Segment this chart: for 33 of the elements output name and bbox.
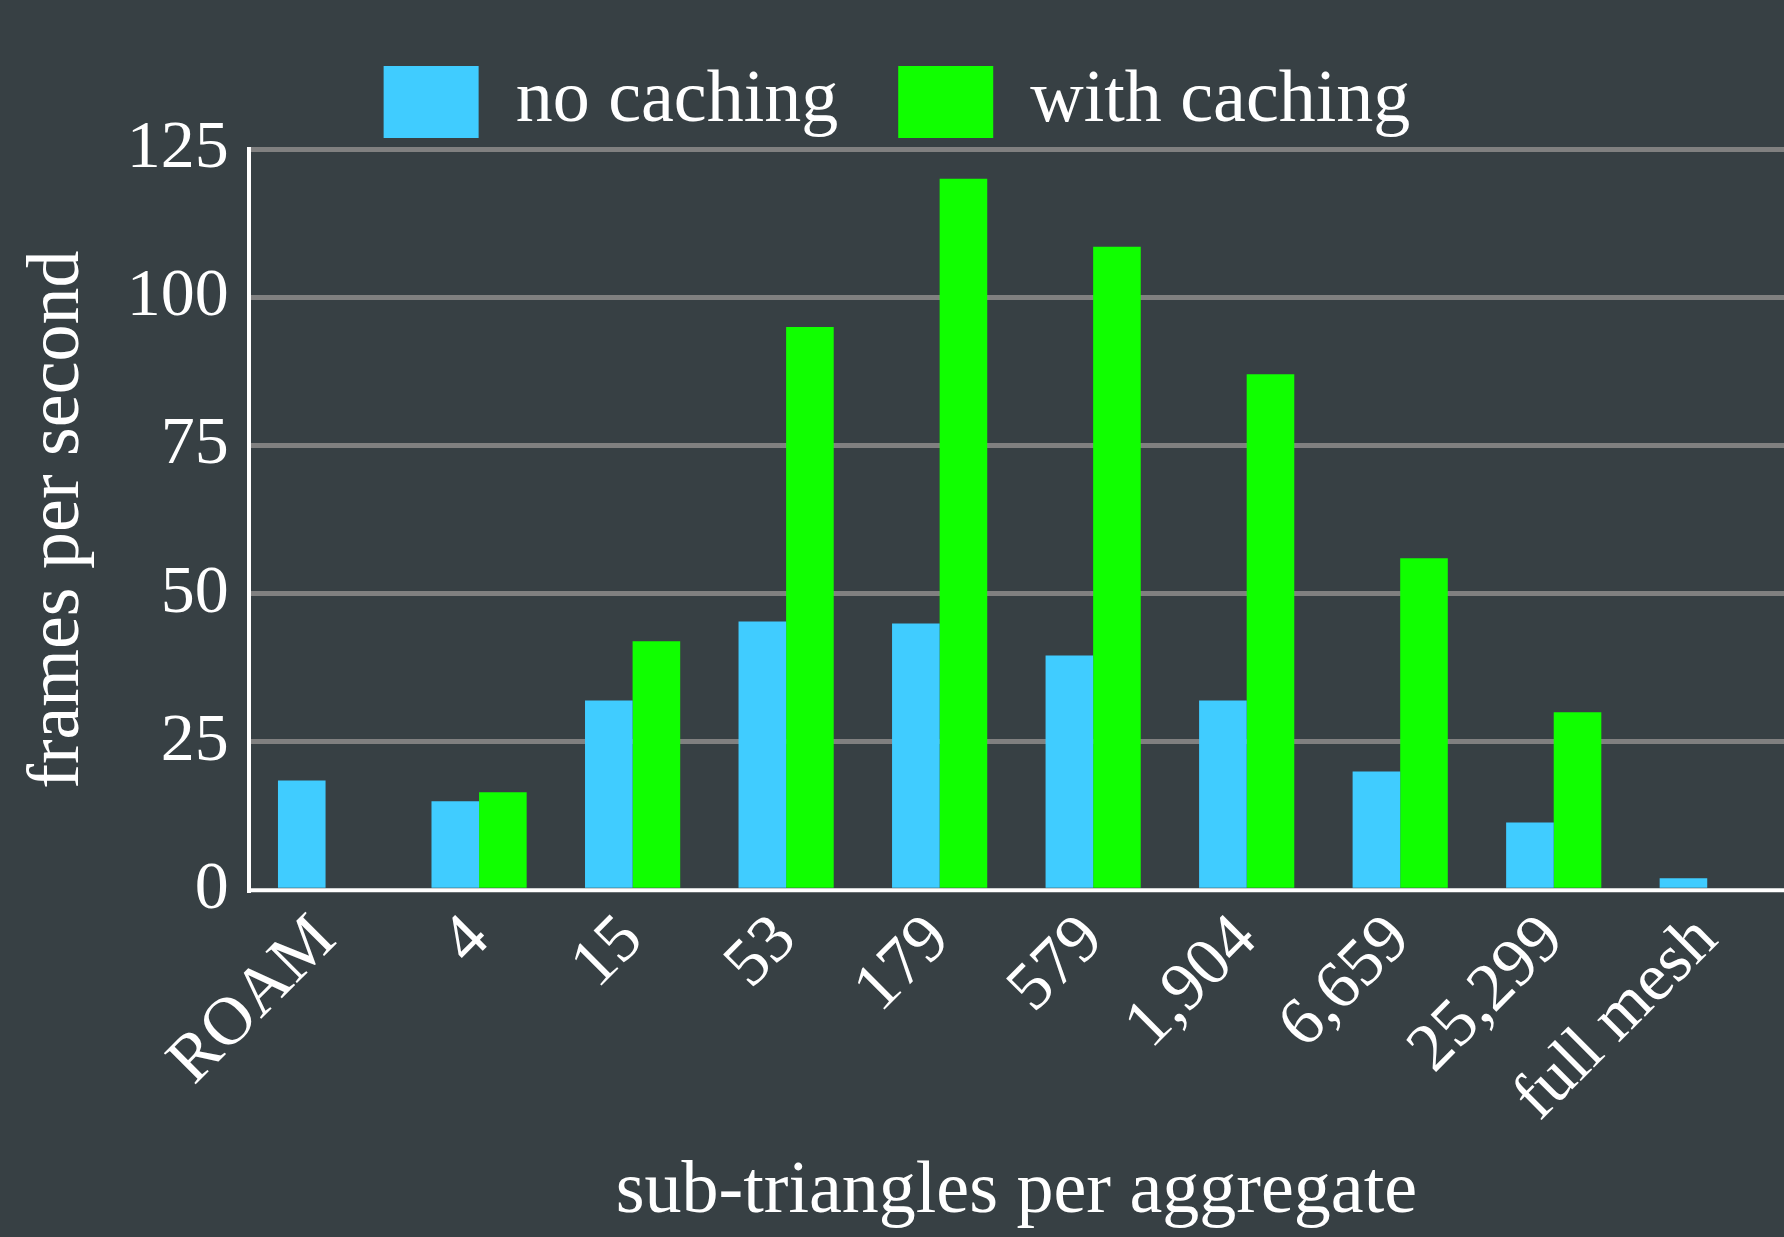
y-tick-label: 0 (194, 847, 229, 924)
legend-label: with caching (1030, 55, 1411, 138)
x-tick-label: 579 (990, 898, 1117, 1025)
y-axis-title: frames per second (11, 250, 94, 789)
bar (1093, 246, 1141, 888)
bar (1246, 374, 1295, 888)
x-tick-label: 4 (424, 898, 503, 977)
bar (1045, 655, 1094, 888)
y-tick-label: 50 (160, 550, 229, 627)
bar (277, 780, 326, 888)
bar (479, 792, 527, 888)
bar (1400, 558, 1448, 888)
bar (1352, 771, 1401, 888)
bar (431, 801, 480, 888)
y-tick-label: 100 (126, 254, 229, 331)
bar (738, 621, 787, 888)
bar (1199, 700, 1247, 888)
bar (632, 641, 681, 888)
bar (1659, 878, 1708, 888)
bar (1506, 822, 1554, 888)
y-tick-label: 75 (160, 402, 229, 479)
bar (892, 623, 940, 888)
bar (939, 178, 988, 888)
bar (786, 326, 834, 888)
x-tick-label: 15 (554, 898, 656, 1001)
bar (1553, 712, 1602, 888)
y-tick-label: 125 (126, 105, 229, 182)
x-tick-label: 179 (837, 898, 963, 1025)
x-axis-title: sub-triangles per aggregate (615, 1146, 1418, 1229)
x-tick-label: 53 (707, 898, 810, 1001)
bar (585, 700, 633, 888)
legend-label: no caching (515, 55, 839, 138)
y-tick-label: 25 (160, 698, 229, 775)
